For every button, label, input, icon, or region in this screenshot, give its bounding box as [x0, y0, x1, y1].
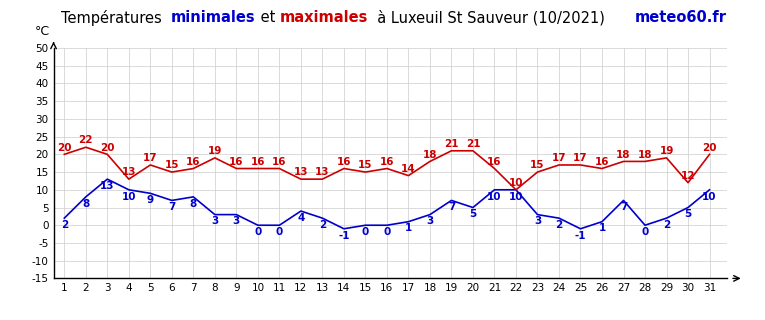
Text: 16: 16	[230, 157, 243, 167]
Text: 3: 3	[426, 216, 434, 226]
Text: 0: 0	[362, 227, 369, 237]
Text: -1: -1	[575, 230, 586, 241]
Text: 16: 16	[594, 157, 609, 167]
Text: 15: 15	[358, 160, 373, 170]
Text: 7: 7	[168, 202, 175, 212]
Text: 1: 1	[598, 223, 606, 234]
Text: à Luxeuil St Sauveur (10/2021): à Luxeuil St Sauveur (10/2021)	[368, 10, 605, 25]
Text: et: et	[256, 10, 280, 25]
Text: 20: 20	[702, 143, 717, 153]
Text: meteo60.fr: meteo60.fr	[635, 10, 727, 25]
Text: 0: 0	[641, 227, 649, 237]
Text: 20: 20	[100, 143, 115, 153]
Text: 15: 15	[530, 160, 545, 170]
Text: 1: 1	[405, 223, 412, 234]
Text: 10: 10	[122, 192, 136, 202]
Text: 13: 13	[100, 181, 115, 191]
Text: 10: 10	[702, 192, 717, 202]
Text: 10: 10	[509, 192, 523, 202]
Text: °C: °C	[35, 25, 50, 38]
Text: 10: 10	[487, 192, 502, 202]
Text: 18: 18	[638, 150, 653, 160]
Text: 4: 4	[298, 213, 304, 223]
Text: 7: 7	[620, 202, 627, 212]
Text: 5: 5	[470, 209, 477, 219]
Text: 19: 19	[659, 146, 674, 156]
Text: 12: 12	[681, 171, 695, 181]
Text: 13: 13	[315, 167, 330, 177]
Text: 15: 15	[164, 160, 179, 170]
Text: 3: 3	[211, 216, 219, 226]
Text: 18: 18	[423, 150, 437, 160]
Text: 21: 21	[466, 139, 480, 149]
Text: 13: 13	[294, 167, 308, 177]
Text: 16: 16	[379, 157, 394, 167]
Text: 10: 10	[509, 178, 523, 188]
Text: maximales: maximales	[280, 10, 368, 25]
Text: 20: 20	[57, 143, 72, 153]
Text: 18: 18	[617, 150, 631, 160]
Text: 19: 19	[207, 146, 222, 156]
Text: 16: 16	[487, 157, 502, 167]
Text: 2: 2	[555, 220, 562, 230]
Text: 5: 5	[685, 209, 692, 219]
Text: 22: 22	[79, 135, 93, 146]
Text: 3: 3	[534, 216, 541, 226]
Text: 8: 8	[82, 199, 90, 209]
Text: 2: 2	[319, 220, 326, 230]
Text: 13: 13	[122, 167, 136, 177]
Text: 17: 17	[573, 153, 588, 163]
Text: 16: 16	[186, 157, 200, 167]
Text: 17: 17	[552, 153, 566, 163]
Text: 2: 2	[60, 220, 68, 230]
Text: Températures: Températures	[61, 10, 171, 26]
Text: 0: 0	[254, 227, 262, 237]
Text: 3: 3	[233, 216, 240, 226]
Text: 17: 17	[143, 153, 158, 163]
Text: 16: 16	[251, 157, 265, 167]
Text: 0: 0	[275, 227, 283, 237]
Text: 16: 16	[337, 157, 351, 167]
Text: 8: 8	[190, 199, 197, 209]
Text: minimales: minimales	[171, 10, 256, 25]
Text: 7: 7	[448, 202, 455, 212]
Text: 16: 16	[272, 157, 287, 167]
Text: 14: 14	[401, 164, 415, 174]
Text: 9: 9	[147, 195, 154, 205]
Text: 21: 21	[444, 139, 459, 149]
Text: -1: -1	[338, 230, 350, 241]
Text: 2: 2	[663, 220, 670, 230]
Text: 0: 0	[383, 227, 391, 237]
